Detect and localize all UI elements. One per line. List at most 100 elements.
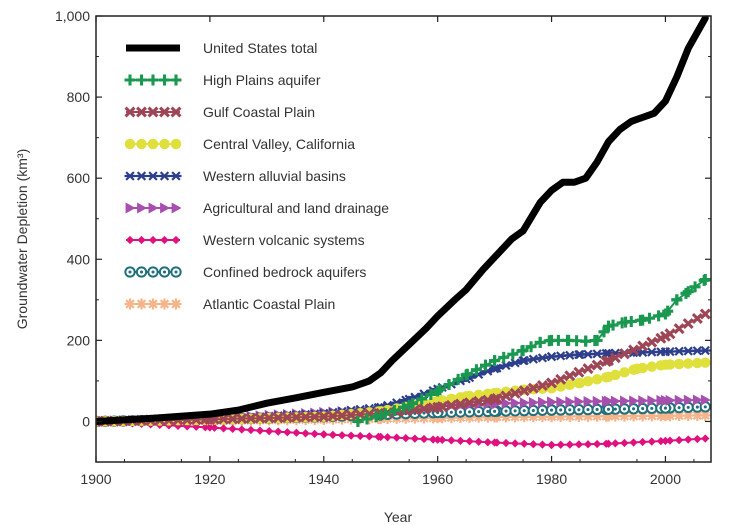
data-point [646,410,658,422]
data-point [328,430,338,439]
data-point [489,355,501,367]
data-point [682,410,694,422]
data-point [245,412,257,424]
legend-item-atlantic-coastal-plain: Atlantic Coastal Plain [124,296,335,312]
x-tick-label: 1980 [536,471,567,487]
data-point [356,431,365,441]
data-point [501,397,512,409]
data-point [337,431,347,440]
y-tick-label: 800 [67,89,91,105]
data-point [661,394,671,406]
data-point [674,435,684,445]
data-point [700,357,711,368]
legend-marker [147,298,159,310]
legend-label: Atlantic Coastal Plain [203,296,335,312]
data-point [629,395,640,407]
data-point [637,340,649,352]
data-point [609,352,621,364]
data-point [219,424,228,433]
plot-frame [95,15,712,463]
data-point [692,394,703,406]
legend-label: Western alluvial basins [203,168,346,184]
data-point [603,410,614,422]
data-point [653,310,665,322]
data-point [592,395,603,407]
legend-label: Agricultural and land drainage [203,200,389,216]
data-point [509,411,521,423]
data-point [489,393,501,405]
data-point [352,415,364,427]
data-point [673,323,685,335]
data-point [591,359,603,371]
data-point [682,358,694,369]
data-point [628,410,640,422]
data-point [518,411,530,423]
data-point [281,412,293,423]
data-point [604,395,614,407]
data-point [534,336,546,348]
data-point [583,440,593,449]
data-point [689,281,701,293]
data-point [647,437,656,446]
legend-label: United States total [203,40,317,56]
data-point [517,345,529,356]
data-point [628,344,640,356]
legend-marker [159,298,170,310]
data-point [401,433,410,443]
data-point [500,390,512,402]
data-point [564,410,576,422]
series-line [96,16,709,425]
data-point [556,440,565,449]
data-point [555,373,567,385]
data-point [610,395,621,407]
series-high-plains-aquifer [352,274,711,427]
data-point [699,308,711,320]
data-point [410,434,420,443]
data-point [300,411,312,423]
data-point [699,409,711,421]
data-point [574,349,586,360]
legend-marker [159,106,170,118]
data-point [546,334,558,346]
data-point [309,411,321,423]
x-tick-label: 1960 [422,471,453,487]
y-tick-label: 200 [67,332,91,348]
data-point [403,399,415,411]
legend-marker [135,266,148,278]
data-point [674,394,685,406]
data-point [274,427,283,436]
x-axis-title: Year [384,509,413,525]
legend-label: Western volcanic systems [203,232,365,248]
data-point [555,411,567,423]
data-point [580,335,592,347]
legend-label: Central Valley, California [203,136,355,152]
data-point [656,437,666,446]
legend-marker [160,202,170,214]
legend-label: Gulf Coastal Plain [203,104,315,120]
data-point [376,432,385,441]
data-point [611,439,620,448]
y-tick-label: 1,000 [55,8,90,24]
data-point [510,397,521,409]
data-point [438,435,447,445]
data-point [582,376,594,387]
legend-marker [160,235,169,245]
legend-marker [147,74,159,86]
y-tick-label: 400 [67,251,91,267]
legend-marker [124,74,136,86]
legend-marker [125,202,136,214]
data-point [546,411,558,423]
data-point [388,405,400,417]
data-point [319,430,328,439]
axis-ticks: 1900 1920 1940 1960 1980 2000 0 200 400 600 800 1,0… [55,8,711,487]
data-point [525,341,537,353]
data-point [418,403,430,415]
data-point [452,373,464,385]
data-point [573,366,585,378]
data-point [682,286,694,298]
legend: United States total High Plains aquifer Gu… [124,40,389,312]
data-point [563,334,575,346]
data-point [416,393,428,405]
data-point [327,410,339,422]
data-point [489,411,501,423]
